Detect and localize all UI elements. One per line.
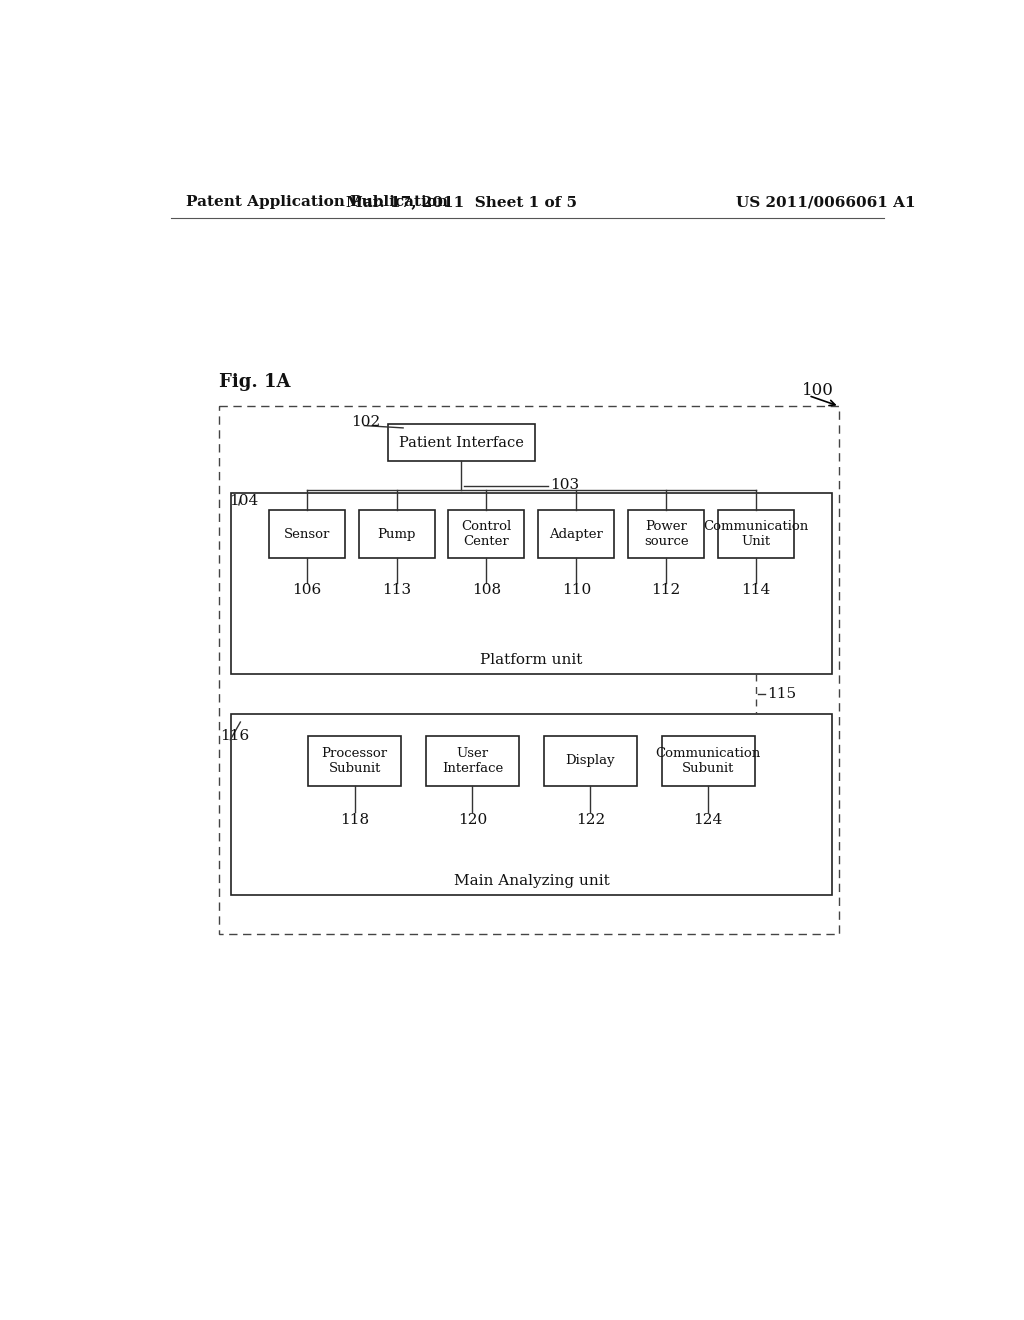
Bar (268, 511, 345, 558)
Text: 114: 114 (741, 583, 771, 598)
Text: Sensor: Sensor (284, 528, 330, 541)
Text: Patient Interface: Patient Interface (398, 436, 523, 450)
Text: Communication
Unit: Communication Unit (703, 520, 809, 548)
Text: 113: 113 (382, 583, 411, 598)
Bar (358, 511, 434, 558)
Text: Processor
Subunit: Processor Subunit (322, 747, 388, 775)
Bar (219, 407, 840, 933)
Bar (231, 494, 831, 675)
Text: 102: 102 (351, 414, 381, 429)
Bar (544, 737, 637, 785)
Bar (718, 511, 795, 558)
Text: Mar. 17, 2011  Sheet 1 of 5: Mar. 17, 2011 Sheet 1 of 5 (346, 195, 577, 210)
Bar (388, 424, 535, 461)
Text: 124: 124 (693, 813, 723, 826)
Text: 100: 100 (802, 383, 835, 400)
Bar (231, 714, 831, 895)
Text: Main Analyzing unit: Main Analyzing unit (454, 874, 609, 888)
Text: Pump: Pump (378, 528, 416, 541)
Text: 108: 108 (472, 583, 501, 598)
Bar (662, 737, 755, 785)
Text: 115: 115 (767, 688, 796, 701)
Text: User
Interface: User Interface (442, 747, 503, 775)
Text: 116: 116 (220, 729, 250, 743)
Text: 104: 104 (228, 494, 258, 508)
Bar (449, 511, 524, 558)
Text: Patent Application Publication: Patent Application Publication (186, 195, 449, 210)
Text: 120: 120 (458, 813, 487, 826)
Bar (426, 737, 519, 785)
Text: 112: 112 (651, 583, 681, 598)
Text: 103: 103 (550, 478, 580, 492)
Text: Fig. 1A: Fig. 1A (219, 372, 291, 391)
Text: 106: 106 (292, 583, 322, 598)
Text: 110: 110 (562, 583, 591, 598)
Bar (539, 511, 614, 558)
Text: Adapter: Adapter (550, 528, 603, 541)
Text: Platform unit: Platform unit (480, 653, 583, 668)
Text: 118: 118 (340, 813, 370, 826)
Text: 122: 122 (575, 813, 605, 826)
Text: Power
source: Power source (644, 520, 688, 548)
Text: Display: Display (565, 755, 615, 767)
Text: Communication
Subunit: Communication Subunit (655, 747, 761, 775)
Text: Control
Center: Control Center (462, 520, 512, 548)
Bar (629, 511, 705, 558)
Text: US 2011/0066061 A1: US 2011/0066061 A1 (735, 195, 915, 210)
Bar (308, 737, 401, 785)
